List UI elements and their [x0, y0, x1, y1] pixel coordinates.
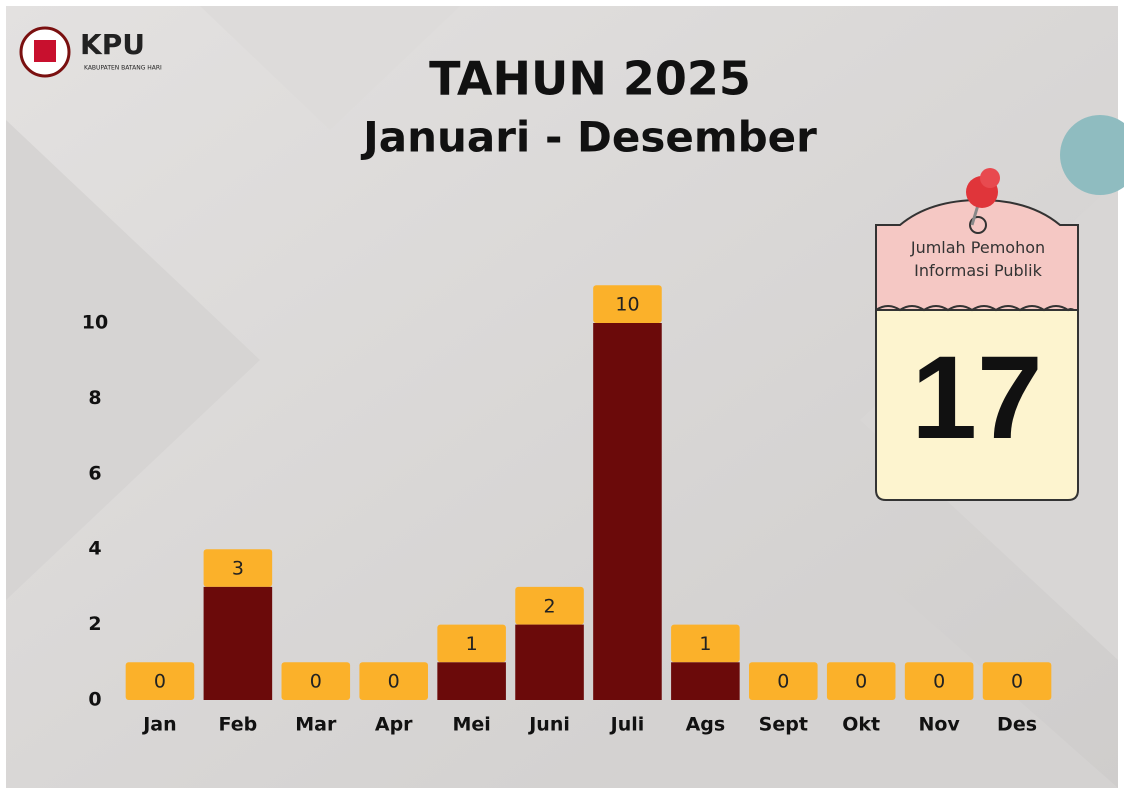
label-box	[203, 549, 273, 587]
x-tick-label: Jan	[141, 714, 176, 736]
card-label: Jumlah Pemohon Informasi Publik	[910, 238, 1046, 280]
x-tick-label: Des	[997, 714, 1037, 736]
value-label: 10	[615, 294, 639, 316]
bar	[515, 624, 584, 700]
y-tick-label: 8	[88, 387, 101, 409]
x-tick-label: Okt	[842, 714, 880, 736]
value-label: 3	[232, 558, 244, 580]
y-tick-label: 0	[88, 689, 101, 711]
chart-title: TAHUN 2025	[429, 52, 751, 106]
value-label: 0	[777, 671, 789, 693]
value-label: 0	[388, 671, 400, 693]
pin-head	[980, 168, 1000, 188]
logo-subtext: KABUPATEN BATANG HARI	[84, 65, 162, 72]
value-label: 1	[699, 633, 711, 655]
x-tick-label: Juni	[527, 714, 570, 736]
label-box	[982, 662, 1052, 700]
y-tick-label: 10	[82, 312, 108, 334]
bar	[593, 323, 662, 700]
card-body	[875, 309, 1079, 501]
x-tick-label: Sept	[759, 714, 808, 736]
bar	[203, 586, 273, 700]
value-label: 1	[466, 633, 478, 655]
y-tick-label: 4	[88, 538, 101, 560]
label-box	[281, 662, 351, 700]
value-label: 0	[855, 671, 867, 693]
logo-text: KPU	[80, 28, 145, 61]
x-tick-label: Juli	[609, 714, 645, 736]
value-label: 0	[310, 671, 322, 693]
label-box	[593, 285, 662, 323]
x-tick-label: Nov	[918, 714, 960, 736]
card-value: 17	[911, 332, 1043, 464]
label-box	[359, 662, 428, 700]
pin-needle	[970, 204, 980, 226]
value-label: 2	[543, 595, 555, 617]
bar	[671, 662, 740, 700]
card-hole	[969, 216, 987, 234]
x-tick-label: Mar	[295, 714, 337, 736]
label-box	[125, 662, 195, 700]
logo-emblem	[34, 40, 56, 62]
x-tick-label: Ags	[686, 714, 726, 736]
value-label: 0	[933, 671, 945, 693]
label-box	[904, 662, 974, 700]
x-tick-label: Apr	[375, 714, 413, 736]
card-wave	[875, 305, 1075, 312]
value-label: 0	[1011, 671, 1023, 693]
label-box	[671, 624, 740, 663]
label-box	[437, 624, 506, 663]
label-box	[826, 662, 896, 700]
y-tick-label: 2	[88, 613, 101, 635]
x-tick-label: Feb	[219, 714, 258, 736]
label-box	[749, 662, 818, 700]
decor-circle	[1060, 115, 1124, 195]
y-tick-label: 6	[88, 462, 101, 484]
chart-subtitle: Januari - Desember	[360, 113, 817, 162]
bar	[437, 662, 506, 700]
label-box	[515, 586, 584, 625]
value-label: 0	[154, 671, 166, 693]
decor	[200, 6, 460, 130]
x-tick-label: Mei	[452, 714, 490, 736]
decor	[6, 120, 260, 600]
